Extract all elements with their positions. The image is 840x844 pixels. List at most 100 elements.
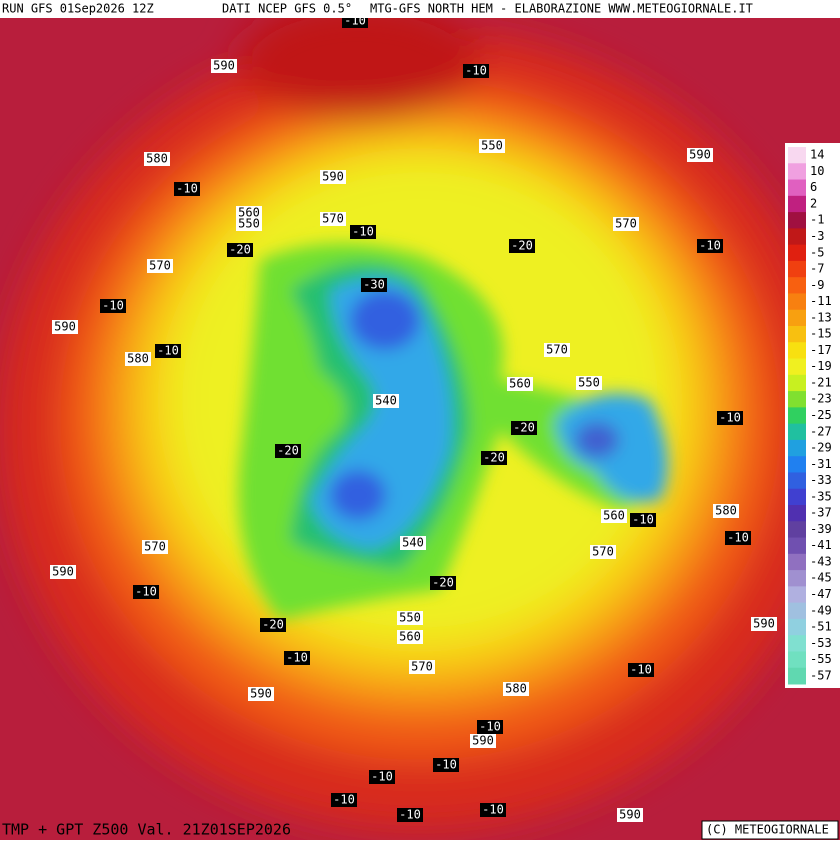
tmp-label-box bbox=[628, 663, 654, 677]
legend-swatch bbox=[788, 326, 806, 343]
tmp-label-box bbox=[260, 618, 286, 632]
legend-label: -39 bbox=[810, 522, 832, 536]
tmp-label: -10 bbox=[435, 758, 457, 772]
tmp-label: -20 bbox=[262, 618, 284, 632]
gpt-label: 560 bbox=[238, 206, 260, 220]
legend-swatch bbox=[788, 456, 806, 473]
legend-label: 14 bbox=[810, 148, 824, 162]
tmp-label-box bbox=[630, 513, 656, 527]
legend-label: -35 bbox=[810, 489, 832, 503]
legend-label: 6 bbox=[810, 180, 817, 194]
tmp-label: -20 bbox=[277, 444, 299, 458]
gpt-label: 590 bbox=[213, 59, 235, 73]
tmp-label-box bbox=[725, 531, 751, 545]
gpt-label: 550 bbox=[578, 376, 600, 390]
gpt-label-box bbox=[236, 217, 262, 231]
footer-title: TMP + GPT Z500 Val. 21Z01SEP2026 bbox=[2, 821, 291, 839]
gpt-label-box bbox=[713, 504, 739, 518]
gpt-label: 580 bbox=[505, 682, 527, 696]
legend-swatch bbox=[788, 618, 806, 636]
legend-label: -13 bbox=[810, 310, 832, 324]
legend-label: -17 bbox=[810, 343, 832, 357]
gpt-label-box bbox=[400, 536, 426, 550]
legend-swatch bbox=[788, 244, 806, 262]
gpt-label-box bbox=[544, 343, 570, 357]
legend-label: -5 bbox=[810, 245, 824, 259]
gpt-label-box bbox=[576, 376, 602, 390]
legend-swatch bbox=[788, 277, 806, 294]
gpt-label: 570 bbox=[144, 540, 166, 554]
gpt-label: 580 bbox=[127, 352, 149, 366]
tmp-label: -10 bbox=[632, 513, 654, 527]
tmp-label: -10 bbox=[135, 585, 157, 599]
tmp-label-box bbox=[227, 243, 253, 257]
legend-swatch bbox=[788, 179, 806, 197]
tmp-label-box bbox=[477, 720, 503, 734]
gpt-label-box bbox=[470, 734, 496, 748]
legend-swatch bbox=[788, 521, 806, 539]
tmp-label: -20 bbox=[513, 421, 535, 435]
legend-label: -37 bbox=[810, 506, 832, 520]
gpt-label: 560 bbox=[399, 630, 421, 644]
gpt-label: 570 bbox=[322, 212, 344, 226]
legend-swatch bbox=[788, 374, 806, 392]
tmp-label: -10 bbox=[699, 239, 721, 253]
gpt-label-box bbox=[142, 540, 168, 554]
legend-label: -45 bbox=[810, 571, 832, 585]
legend-label: -47 bbox=[810, 587, 832, 601]
legend-label: 2 bbox=[810, 196, 817, 210]
legend-label: -7 bbox=[810, 262, 824, 276]
legend-label: -27 bbox=[810, 424, 832, 438]
gpt-label: 590 bbox=[250, 687, 272, 701]
legend-swatch bbox=[788, 651, 806, 669]
legend-label: -29 bbox=[810, 441, 832, 455]
legend-swatch bbox=[788, 635, 806, 652]
tmp-label-box bbox=[133, 585, 159, 599]
tmp-label-box bbox=[361, 278, 387, 292]
legend-swatch bbox=[788, 293, 806, 311]
header-bar bbox=[0, 0, 840, 18]
gpt-label-box bbox=[320, 170, 346, 184]
gpt-label-box bbox=[613, 217, 639, 231]
legend-swatch bbox=[788, 602, 806, 620]
tmp-label: -10 bbox=[399, 808, 421, 822]
legend-label: -49 bbox=[810, 603, 832, 617]
tmp-label-box bbox=[369, 770, 395, 784]
legend-swatch bbox=[788, 391, 806, 408]
tmp-label: -20 bbox=[229, 243, 251, 257]
legend-label: -23 bbox=[810, 392, 832, 406]
gpt-label: 590 bbox=[689, 148, 711, 162]
tmp-label: -20 bbox=[483, 451, 505, 465]
legend-label: -21 bbox=[810, 375, 832, 389]
gpt-label: 560 bbox=[509, 377, 531, 391]
legend-swatch bbox=[788, 505, 806, 522]
tmp-label: -10 bbox=[371, 770, 393, 784]
tmp-label-box bbox=[155, 344, 181, 358]
color-legend: 14 10 6 2 -1 -3 -5 -7 -9 -11 -13 -15 -17 -19 -21 -23 -25… bbox=[785, 143, 840, 688]
legend-swatch bbox=[788, 407, 806, 425]
legend-label: -1 bbox=[810, 213, 824, 227]
legend-swatch bbox=[788, 342, 806, 360]
gpt-label: 560 bbox=[603, 509, 625, 523]
tmp-label: -10 bbox=[157, 344, 179, 358]
legend-swatch bbox=[788, 537, 806, 555]
gpt-label: 590 bbox=[472, 734, 494, 748]
gpt-label: 590 bbox=[619, 808, 641, 822]
gpt-label: 590 bbox=[52, 565, 74, 579]
tmp-label-box bbox=[511, 421, 537, 435]
legend-label: -41 bbox=[810, 538, 832, 552]
tmp-label: -10 bbox=[465, 64, 487, 78]
gpt-label-box bbox=[751, 617, 777, 631]
gpt-label: 540 bbox=[402, 536, 424, 550]
legend-swatch bbox=[788, 212, 806, 229]
legend-swatch bbox=[788, 147, 806, 164]
legend-label: -11 bbox=[810, 294, 832, 308]
gpt-label-box bbox=[479, 139, 505, 153]
tmp-label-box bbox=[463, 64, 489, 78]
gpt-label-box bbox=[397, 611, 423, 625]
tmp-label: -10 bbox=[352, 225, 374, 239]
gpt-label: 540 bbox=[375, 394, 397, 408]
legend-swatch bbox=[788, 260, 806, 278]
